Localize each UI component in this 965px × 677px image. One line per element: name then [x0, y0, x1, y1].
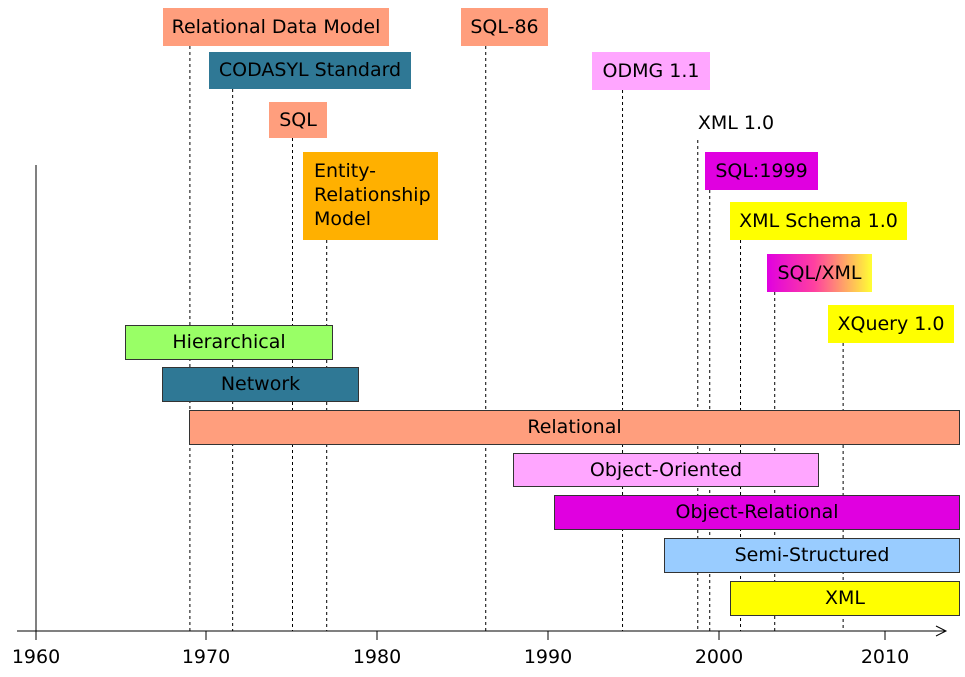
- milestone-sql: SQL: [269, 102, 327, 138]
- milestone-odmg-1-1: ODMG 1.1: [592, 52, 710, 90]
- era-bar-network: Network: [162, 367, 359, 402]
- milestone-xml-1-0: XML 1.0: [688, 106, 784, 140]
- milestone-entity-relationship-model: Entity- Relationship Model: [303, 152, 438, 240]
- tick-marks: [35, 631, 886, 640]
- x-axis-arrow-icon: [935, 625, 948, 637]
- milestone-codasyl-standard: CODASYL Standard: [209, 52, 411, 89]
- milestone-sql-xml: SQL/XML: [767, 254, 872, 292]
- era-bar-object-oriented: Object-Oriented: [513, 453, 819, 487]
- year-label-1960: 1960: [11, 646, 61, 668]
- milestone-sql-86: SQL-86: [461, 8, 548, 46]
- era-bar-hierarchical: Hierarchical: [125, 325, 333, 360]
- milestone-relational-data-model: Relational Data Model: [163, 8, 389, 46]
- era-bar-relational: Relational: [189, 410, 960, 445]
- era-bar-object-relational: Object-Relational: [554, 495, 960, 530]
- milestone-xml-schema-1-0: XML Schema 1.0: [730, 202, 907, 240]
- era-bar-semi-structured: Semi-Structured: [664, 538, 960, 573]
- year-label-1980: 1980: [352, 646, 402, 668]
- year-label-2010: 2010: [860, 646, 910, 668]
- milestone-xquery-1-0: XQuery 1.0: [828, 305, 954, 343]
- year-label-1990: 1990: [523, 646, 573, 668]
- year-label-1970: 1970: [181, 646, 231, 668]
- year-label-2000: 2000: [694, 646, 744, 668]
- era-bar-xml: XML: [730, 581, 960, 616]
- milestone-sql-1999: SQL:1999: [705, 152, 818, 190]
